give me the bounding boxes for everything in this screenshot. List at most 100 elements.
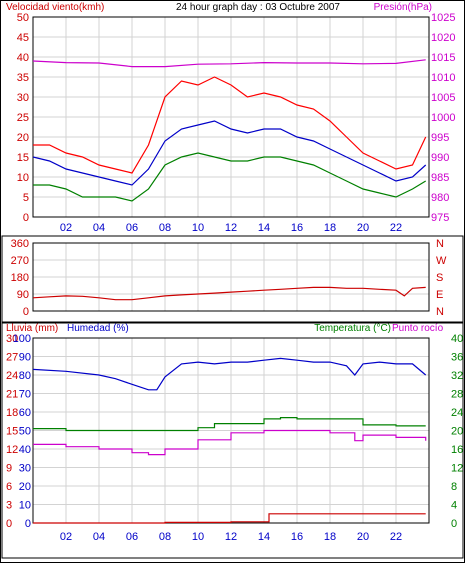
y-tick-label: 1000 [431,112,455,124]
x-tick-label: 06 [126,531,138,543]
y-tick-label: 45 [17,32,29,44]
y-tick-label: 6 [6,481,12,493]
y-tick-label: 35 [17,72,29,84]
x-tick-label: 12 [225,222,237,234]
pressure-axis-label: Presión(hPa) [374,2,432,13]
panel2-grid [33,243,429,311]
panel1-frame [32,16,430,218]
compass-label: S [436,272,443,284]
panel1-left-ticks: 0 5 10 15 20 25 30 35 40 45 50 [17,12,29,224]
x-tick-label: 16 [291,531,303,543]
min-series-line [33,152,427,202]
y-tick-label: 100 [13,333,31,345]
y-tick-label: 24 [451,407,463,419]
y-tick-label: 20 [17,132,29,144]
y-tick-label: 975 [431,212,449,224]
compass-label: W [436,255,447,267]
y-tick-label: 3 [6,500,12,512]
y-tick-label: 40 [17,52,29,64]
panel2-box [1,235,464,323]
panel3-humidity-ticks: 0 10 20 30 40 50 60 70 80 90 100 [13,333,31,530]
compass-label: N [436,238,444,250]
x-tick-label: 08 [159,531,171,543]
y-tick-label: 90 [17,289,29,301]
y-tick-label: 30 [17,92,29,104]
y-tick-label: 4 [451,500,457,512]
x-tick-label: 18 [324,222,336,234]
y-tick-label: 1020 [431,32,455,44]
y-tick-label: 90 [19,352,31,364]
y-tick-label: 15 [17,152,29,164]
panel3-x-ticks: 02 04 06 08 10 12 14 16 18 20 22 [60,531,402,543]
panel1-grid [33,17,429,217]
y-tick-label: 180 [11,272,29,284]
x-tick-label: 14 [258,531,270,543]
y-tick-label: 18 [6,407,18,419]
y-tick-label: 20 [451,426,463,438]
y-tick-label: 12 [6,444,18,456]
panel1-series [32,59,427,202]
y-tick-label: 27 [6,352,18,364]
y-tick-label: 32 [451,370,463,382]
y-tick-label: 990 [431,152,449,164]
y-tick-label: 15 [6,426,18,438]
chart-title: 24 hour graph day : 03 Octubre 2007 [176,2,340,13]
y-tick-label: 0 [23,212,29,224]
y-tick-label: 28 [451,389,463,401]
pressure-series-line [32,59,426,68]
x-tick-label: 02 [60,222,72,234]
x-tick-label: 10 [192,222,204,234]
y-tick-label: 40 [19,444,31,456]
panel2-left-ticks: 0 90 180 270 360 [11,238,29,318]
y-tick-label: 0 [25,518,31,530]
x-tick-label: 22 [390,222,402,234]
panel2-series [32,286,426,301]
y-tick-label: 10 [17,172,29,184]
x-tick-label: 04 [93,222,105,234]
avg-series-line [32,120,427,186]
dewpoint-series-line [33,429,427,456]
panel1-right-ticks: 975 980 985 990 995 1000 1005 1010 1015 1020 1025 [431,12,455,224]
dewpoint-axis-label: Punto rocío [392,323,444,334]
panel3-temperature-ticks: 0 4 8 12 16 20 24 28 32 36 40 [451,333,463,530]
y-tick-label: 20 [19,481,31,493]
y-tick-label: 30 [6,333,18,345]
y-tick-label: 25 [17,112,29,124]
rain-axis-label: Lluvia (mm) [6,323,58,334]
y-tick-label: 0 [23,306,29,318]
x-tick-label: 06 [126,222,138,234]
y-tick-label: 980 [431,192,449,204]
y-tick-label: 0 [451,518,457,530]
panel3-rain-ticks: 0 3 6 9 12 15 18 21 24 27 30 [6,333,18,530]
panel3-box [1,322,464,559]
x-tick-label: 16 [291,222,303,234]
y-tick-label: 30 [19,463,31,475]
panel2-frame [32,242,430,312]
y-tick-label: 0 [6,518,12,530]
x-tick-label: 22 [390,531,402,543]
y-tick-label: 1025 [431,12,455,24]
compass-label: N [436,306,444,318]
compass-label: E [436,289,443,301]
y-tick-label: 1010 [431,72,455,84]
y-tick-label: 50 [17,12,29,24]
panel3-series [32,357,427,524]
wind-speed-axis-label: Velocidad viento(kmh) [6,2,104,13]
y-tick-label: 16 [451,444,463,456]
humidity-series-line [32,357,427,391]
y-tick-label: 80 [19,370,31,382]
x-tick-label: 08 [159,222,171,234]
x-tick-label: 04 [93,531,105,543]
y-tick-label: 10 [19,500,31,512]
y-tick-label: 24 [6,370,18,382]
y-tick-label: 70 [19,389,31,401]
temperature-series-line [33,417,426,432]
y-tick-label: 985 [431,172,449,184]
x-tick-label: 12 [225,531,237,543]
rain-series-line [33,513,426,524]
y-tick-label: 60 [19,407,31,419]
x-tick-label: 14 [258,222,270,234]
y-tick-label: 5 [23,192,29,204]
